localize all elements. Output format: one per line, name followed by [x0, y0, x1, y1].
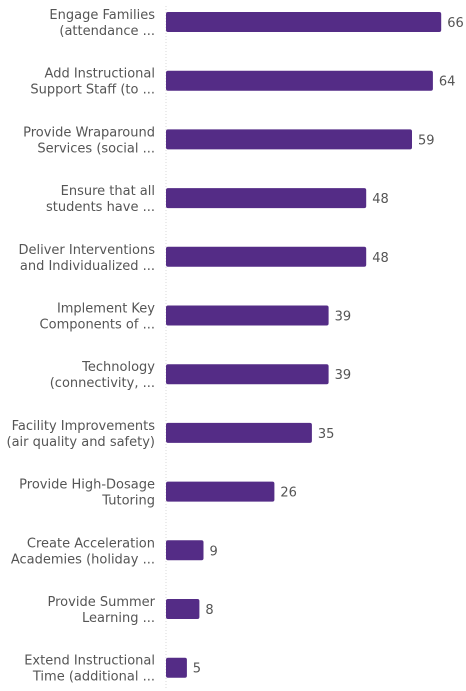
value-labels-group: 66 64 59 48 48 39 39 35 26 9 8 5: [193, 16, 464, 677]
bar: [166, 540, 204, 561]
category-label: Provide Wraparound Services (social ...: [23, 125, 155, 156]
category-label: Deliver Interventions and Individualized …: [18, 243, 155, 274]
value-label: 64: [439, 75, 456, 90]
category-labels-group: Engage Families (attendance ... Add Instru…: [7, 8, 156, 685]
category-label: Technology (connectivity, ...: [50, 360, 156, 391]
value-label: 39: [335, 368, 352, 383]
category-label: Provide High-Dosage Tutoring: [19, 478, 155, 509]
category-label: Create Acceleration Academies (holiday ..…: [11, 536, 155, 567]
category-label: Provide Summer Learning ...: [48, 595, 156, 626]
value-label: 66: [447, 16, 464, 31]
value-label: 26: [280, 486, 297, 501]
bar: [166, 599, 200, 619]
bar: [166, 657, 187, 678]
bar: [166, 12, 442, 32]
bar: [166, 246, 367, 267]
bars-group: [166, 12, 442, 678]
bar: [166, 422, 312, 443]
bar: [166, 364, 329, 385]
bar: [166, 481, 275, 502]
category-label: Facility Improvements (air quality and sa…: [7, 419, 156, 450]
value-label: 9: [210, 544, 218, 559]
bar: [166, 70, 433, 91]
bar: [166, 188, 367, 209]
value-label: 5: [193, 662, 201, 677]
bar: [166, 129, 412, 150]
value-label: 35: [318, 427, 335, 442]
category-label: Ensure that all students have ...: [46, 184, 155, 215]
category-label: Engage Families (attendance ...: [49, 8, 155, 39]
category-label: Add Instructional Support Staff (to ...: [30, 67, 155, 98]
bar: [166, 305, 329, 326]
value-label: 48: [372, 251, 389, 266]
category-label: Extend Instructional Time (additional ...: [24, 654, 155, 685]
category-label: Implement Key Components of ...: [40, 302, 156, 333]
value-label: 39: [335, 310, 352, 325]
value-label: 48: [372, 192, 389, 207]
value-label: 8: [205, 603, 213, 618]
value-label: 59: [418, 133, 435, 148]
